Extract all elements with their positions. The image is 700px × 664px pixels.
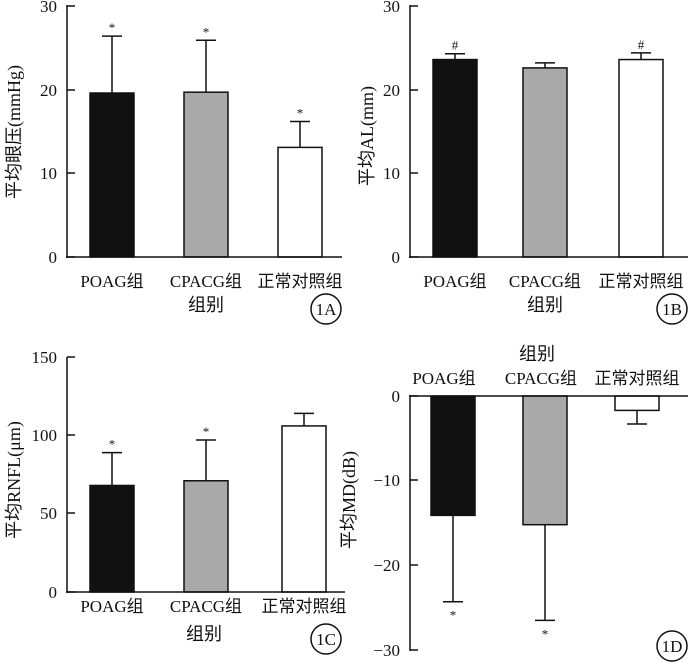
y-tick-label-1a-3: 30 — [40, 0, 57, 16]
panel-label-1a: 1A — [316, 300, 338, 319]
significance-mark-1a-0: * — [109, 20, 116, 35]
y-axis-label-1d: 平均MD(dB) — [339, 451, 360, 549]
x-axis-label-1b: 组别 — [527, 295, 563, 315]
y-tick-label-1d-0: 0 — [392, 387, 401, 406]
y-tick-label-1d-2: −20 — [373, 556, 400, 575]
y-axis-label-1a: 平均眼压(mmHg) — [4, 65, 25, 199]
panel-badge-1d: 1D — [656, 630, 688, 662]
bar-1c-2 — [281, 425, 327, 593]
x-tick-label-1d-1: CPACG组 — [505, 369, 577, 388]
y-tick-label-1b-1: 10 — [383, 164, 400, 183]
y-tick-label-1d-3: −30 — [373, 641, 400, 660]
panel-label-1b: 1B — [662, 300, 682, 319]
significance-mark-1d-1: * — [542, 626, 549, 641]
panel-1d: ** 组别 POAG组 CPACG组 正常对照组 0 −10 −20 −30 平… — [339, 344, 688, 662]
x-axis-label-1d: 组别 — [519, 344, 555, 364]
bar-1a-1 — [183, 91, 229, 258]
y-tick-label-1c-0: 0 — [49, 583, 58, 602]
x-tick-label-1b-1: CPACG组 — [509, 272, 581, 291]
y-axis-label-1b: 平均AL(mm) — [357, 86, 378, 186]
bars-1d: ** — [430, 395, 660, 641]
panel-badge-1c: 1C — [310, 623, 342, 655]
significance-mark-1c-0: * — [109, 437, 116, 452]
bars-1a: * * * — [89, 20, 323, 258]
bar-1d-1 — [522, 395, 568, 526]
bar-1b-0 — [432, 58, 478, 258]
significance-mark-1a-1: * — [203, 24, 210, 39]
bar-1d-2 — [614, 395, 660, 412]
y-ticks-1a — [67, 5, 75, 258]
panel-badge-1a: 1A — [310, 293, 342, 325]
x-tick-label-1a-1: CPACG组 — [170, 272, 242, 291]
panel-1a: * * * 0 10 20 30 平均眼压(mmHg) POAG组 CPACG组 正… — [4, 0, 343, 325]
bars-1b: # # — [432, 37, 664, 258]
significance-mark-1c-1: * — [203, 424, 210, 439]
y-ticks-1b — [410, 5, 418, 258]
y-tick-label-1c-2: 100 — [32, 426, 58, 445]
y-ticks-1c — [67, 356, 75, 593]
panel-badge-1b: 1B — [656, 293, 688, 325]
y-tick-label-1c-3: 150 — [32, 348, 58, 367]
x-tick-label-1b-2: 正常对照组 — [599, 272, 684, 291]
significance-mark-1b-2: # — [638, 37, 645, 52]
y-tick-label-1c-1: 50 — [40, 504, 57, 523]
panel-1c: ** 0 50 100 150 平均RNFL(μm) POAG组 CPACG组 … — [4, 348, 347, 655]
bar-1a-2 — [277, 146, 323, 258]
x-tick-label-1b-0: POAG组 — [423, 272, 486, 291]
x-tick-label-1a-0: POAG组 — [80, 272, 143, 291]
x-tick-label-1c-1: CPACG组 — [170, 597, 242, 616]
bar-1b-1 — [522, 67, 568, 258]
panel-label-1d: 1D — [662, 637, 683, 656]
panel-label-1c: 1C — [316, 630, 336, 649]
panel-1b: # # 0 10 20 30 平均AL(mm) POAG组 CPACG组 正常对照… — [357, 0, 688, 325]
y-ticks-1d — [410, 395, 418, 651]
bars-1c: ** — [89, 412, 327, 593]
x-tick-label-1c-0: POAG组 — [80, 597, 143, 616]
y-tick-label-1b-0: 0 — [392, 248, 401, 267]
bar-1d-0 — [430, 395, 476, 517]
bar-1c-1 — [183, 480, 229, 593]
y-tick-label-1a-2: 20 — [40, 81, 57, 100]
x-tick-label-1d-0: POAG组 — [412, 369, 475, 388]
significance-mark-1a-2: * — [297, 105, 304, 120]
significance-mark-1b-0: # — [452, 38, 459, 53]
bar-1a-0 — [89, 92, 135, 258]
x-tick-label-1a-2: 正常对照组 — [258, 272, 343, 291]
y-tick-label-1a-1: 10 — [40, 164, 57, 183]
y-tick-label-1b-2: 20 — [383, 81, 400, 100]
x-tick-label-1d-2: 正常对照组 — [595, 369, 680, 388]
x-axis-label-1a: 组别 — [188, 295, 224, 315]
y-tick-label-1b-3: 30 — [383, 0, 400, 16]
x-axis-label-1c: 组别 — [186, 624, 222, 644]
x-tick-label-1c-2: 正常对照组 — [262, 597, 347, 616]
y-tick-label-1a-0: 0 — [49, 248, 58, 267]
bar-1c-0 — [89, 484, 135, 593]
y-tick-label-1d-1: −10 — [373, 471, 400, 490]
bar-1b-2 — [618, 58, 664, 258]
significance-mark-1d-0: * — [450, 608, 457, 623]
y-axis-label-1c: 平均RNFL(μm) — [4, 421, 25, 539]
